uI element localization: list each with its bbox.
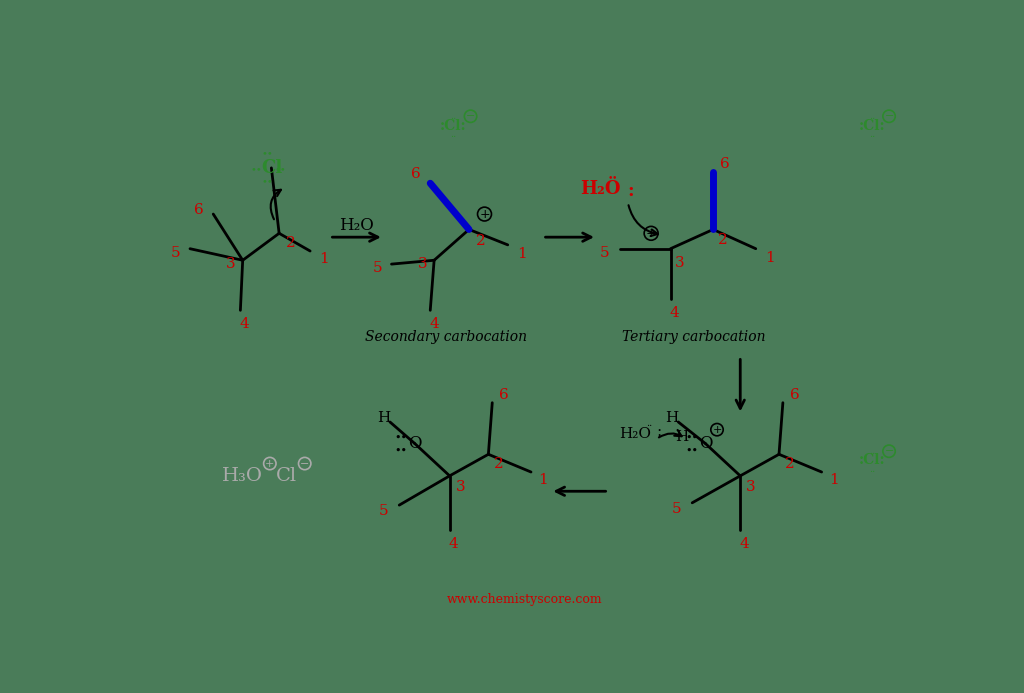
Text: H: H (666, 411, 679, 425)
Text: Cl: Cl (261, 159, 282, 177)
Text: ..: .. (451, 112, 457, 121)
Text: 1: 1 (517, 247, 526, 261)
Text: +: + (479, 208, 489, 220)
Text: 2: 2 (286, 236, 296, 249)
Text: ..: .. (451, 130, 457, 139)
Text: 3: 3 (456, 480, 465, 493)
Text: 1: 1 (539, 473, 548, 486)
Text: H: H (676, 430, 689, 444)
Text: ..: .. (646, 419, 652, 428)
Text: 1: 1 (319, 252, 329, 265)
Text: 3: 3 (226, 257, 236, 271)
Text: 4: 4 (449, 536, 459, 551)
Text: 6: 6 (412, 167, 421, 181)
Text: ..: .. (869, 130, 876, 139)
Text: 5: 5 (171, 245, 181, 260)
Text: ••: •• (250, 165, 262, 174)
Text: 1: 1 (765, 251, 774, 265)
Text: 4: 4 (240, 317, 249, 331)
Text: ••: •• (261, 177, 273, 186)
Text: Secondary carbocation: Secondary carbocation (365, 331, 526, 344)
Text: 6: 6 (499, 388, 509, 402)
Text: :: : (627, 182, 634, 200)
Text: 1: 1 (829, 473, 839, 486)
Text: 6: 6 (790, 388, 800, 402)
Text: ..: .. (869, 447, 876, 456)
Text: +: + (265, 459, 274, 468)
Text: H₂Ö: H₂Ö (581, 180, 621, 198)
Text: −: − (885, 446, 894, 456)
Text: ..: .. (869, 112, 876, 121)
Text: 6: 6 (195, 203, 204, 217)
Text: ••: •• (274, 165, 287, 174)
Text: H₃O: H₃O (222, 467, 263, 485)
Text: 3: 3 (675, 256, 685, 270)
Text: O: O (408, 435, 422, 452)
Text: Cl: Cl (276, 467, 297, 485)
Text: 2: 2 (718, 234, 727, 247)
Text: H₂O: H₂O (339, 217, 374, 234)
Text: 2: 2 (785, 457, 795, 471)
Text: 3: 3 (746, 480, 756, 493)
Text: ••: •• (394, 432, 408, 442)
Text: 5: 5 (600, 245, 609, 260)
Text: ..: .. (869, 465, 876, 474)
Text: 4: 4 (429, 317, 439, 331)
Text: :Cl:: :Cl: (859, 453, 886, 468)
Text: 5: 5 (672, 502, 682, 516)
Text: 2: 2 (495, 457, 504, 471)
Text: +: + (646, 227, 656, 240)
Text: 2: 2 (476, 234, 485, 248)
Text: ••: •• (685, 432, 698, 442)
Text: ••: •• (261, 150, 273, 159)
Text: :: : (656, 425, 662, 439)
Text: O: O (698, 435, 712, 452)
Text: H₂O: H₂O (620, 426, 651, 441)
Text: −: − (885, 112, 894, 121)
Text: 5: 5 (373, 261, 382, 275)
Text: 6: 6 (720, 157, 730, 171)
Text: −: − (466, 112, 475, 121)
Text: 3: 3 (418, 257, 427, 271)
Text: 4: 4 (739, 536, 749, 551)
Text: Tertiary carbocation: Tertiary carbocation (622, 331, 766, 344)
Text: −: − (300, 459, 309, 468)
Text: 4: 4 (670, 306, 679, 319)
Text: 5: 5 (379, 505, 388, 518)
Text: ••: •• (394, 446, 408, 456)
Text: :Cl:: :Cl: (859, 119, 886, 132)
Text: +: + (713, 425, 722, 435)
Text: ••: •• (685, 446, 698, 456)
Text: :Cl:: :Cl: (440, 119, 467, 132)
Text: H: H (377, 411, 390, 425)
Text: www.chemistyscore.com: www.chemistyscore.com (447, 593, 602, 606)
